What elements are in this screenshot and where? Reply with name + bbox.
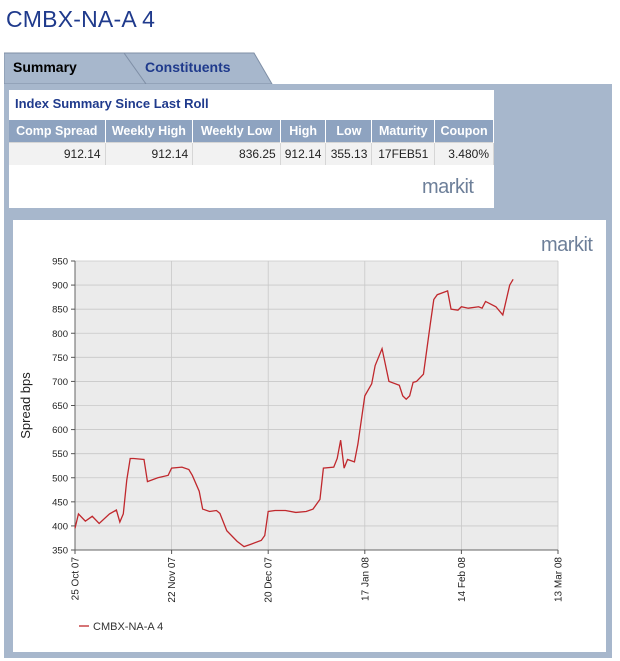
y-tick-label: 850 bbox=[52, 305, 68, 316]
y-tick-label: 350 bbox=[52, 546, 68, 557]
summary-data-row: 912.14 912.14 836.25 912.14 355.13 17FEB… bbox=[9, 142, 494, 165]
x-tick-labels: 25 Oct 07 22 Nov 07 20 Dec 07 17 Jan 08 14 F… bbox=[71, 550, 565, 603]
x-tick-label: 14 Feb 08 bbox=[457, 557, 468, 602]
tab-constituents[interactable]: Constituents bbox=[129, 52, 269, 85]
summary-title: Index Summary Since Last Roll bbox=[15, 96, 209, 111]
legend: CMBX-NA-A 4 bbox=[79, 621, 163, 633]
y-tick-labels: 350 400 450 500 550 600 650 700 750 800 850 900 950 bbox=[52, 257, 75, 557]
legend-label: CMBX-NA-A 4 bbox=[93, 621, 163, 633]
tab-constituents-label: Constituents bbox=[145, 59, 231, 75]
col-high: High bbox=[280, 120, 327, 143]
col-weekly-low: Weekly Low bbox=[192, 120, 281, 143]
y-tick-label: 450 bbox=[52, 497, 68, 508]
y-tick-label: 400 bbox=[52, 521, 68, 532]
col-low: Low bbox=[325, 120, 373, 143]
y-tick-label: 800 bbox=[52, 329, 68, 340]
cell-high: 912.14 bbox=[280, 142, 327, 165]
cell-comp-spread: 912.14 bbox=[9, 142, 106, 165]
col-coupon: Coupon bbox=[434, 120, 494, 143]
y-tick-label: 600 bbox=[52, 425, 68, 436]
chart-markit-logo: markit bbox=[541, 234, 593, 257]
tab-shapes bbox=[4, 52, 273, 85]
series-line-cmbx-na-a-4 bbox=[74, 278, 514, 548]
chart-markit-logo-text: markit bbox=[541, 234, 593, 256]
y-tick-label: 900 bbox=[52, 281, 68, 292]
x-tick-label: 17 Jan 08 bbox=[360, 557, 371, 601]
y-tick-label: 700 bbox=[52, 377, 68, 388]
cell-coupon: 3.480% bbox=[434, 142, 494, 165]
tab-bar: Summary Constituents bbox=[4, 52, 612, 85]
x-tick-label: 25 Oct 07 bbox=[71, 557, 82, 601]
col-comp-spread: Comp Spread bbox=[9, 120, 106, 143]
y-tick-label: 650 bbox=[52, 401, 68, 412]
x-tick-label: 13 Mar 08 bbox=[554, 557, 565, 602]
tab-summary[interactable]: Summary bbox=[4, 52, 146, 85]
col-maturity: Maturity bbox=[371, 120, 436, 143]
index-summary-box: Index Summary Since Last Roll Comp Sprea… bbox=[9, 90, 494, 208]
page-title: CMBX-NA-A 4 bbox=[6, 6, 156, 32]
cell-maturity: 17FEB51 bbox=[371, 142, 436, 165]
col-weekly-high: Weekly High bbox=[105, 120, 194, 143]
cell-low: 355.13 bbox=[325, 142, 373, 165]
spread-chart: 350400450500550600650700750800850900950 … bbox=[18, 257, 565, 634]
summary-markit-logo: markit bbox=[422, 176, 474, 199]
chart-box: markit 350 400 450 500 550 600 650 700 750 800 850… bbox=[13, 220, 606, 652]
tab-summary-label: Summary bbox=[13, 59, 77, 75]
y-tick-label: 500 bbox=[52, 473, 68, 484]
y-tick-label: 550 bbox=[52, 449, 68, 460]
summary-table: Comp Spread Weekly High Weekly Low High … bbox=[9, 120, 494, 165]
cell-weekly-high: 912.14 bbox=[105, 142, 194, 165]
x-tick-label: 20 Dec 07 bbox=[264, 557, 275, 603]
summary-header-row: Comp Spread Weekly High Weekly Low High … bbox=[9, 120, 494, 143]
x-tick-label: 22 Nov 07 bbox=[167, 557, 178, 603]
y-tick-label: 750 bbox=[52, 353, 68, 364]
cell-weekly-low: 836.25 bbox=[192, 142, 281, 165]
y-axis-label: Spread bps bbox=[18, 372, 33, 439]
y-tick-label: 950 bbox=[52, 257, 68, 268]
summary-markit-logo-text: markit bbox=[422, 176, 474, 198]
